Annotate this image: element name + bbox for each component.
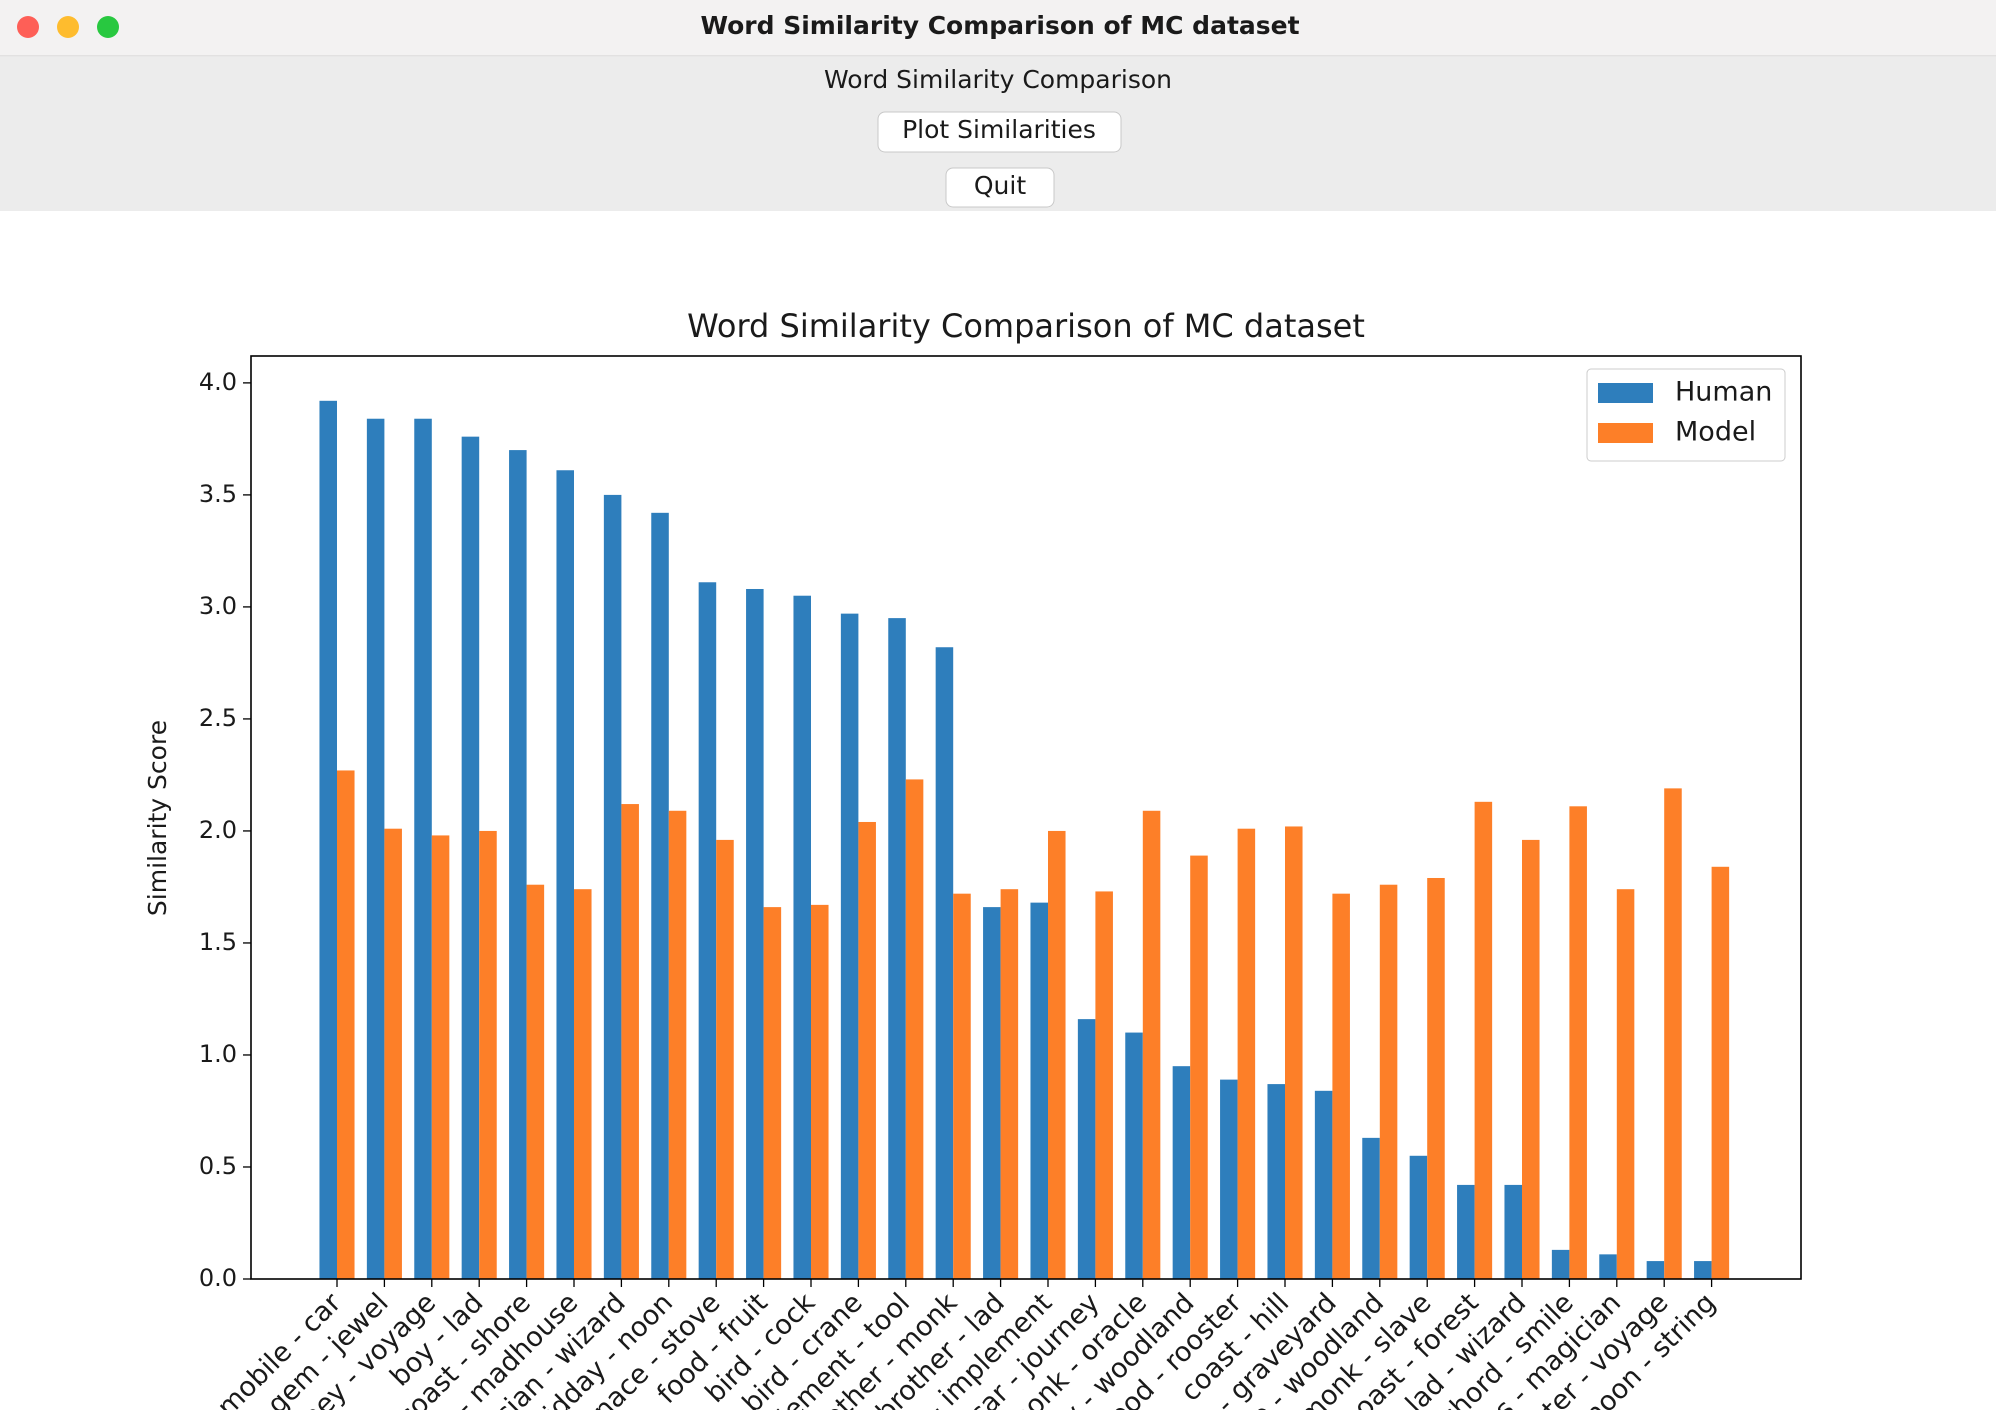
y-tick-label: 0.5 <box>199 1152 237 1180</box>
bar <box>811 904 829 1279</box>
y-axis-label: Similarity Score <box>143 720 172 916</box>
bar <box>337 770 355 1279</box>
bar <box>509 450 527 1279</box>
bar <box>698 582 717 1279</box>
bar <box>888 618 906 1279</box>
bar <box>1711 866 1730 1279</box>
bar <box>840 613 859 1279</box>
bar <box>1551 1249 1570 1279</box>
bar <box>1379 884 1398 1279</box>
legend-swatch <box>1598 423 1653 443</box>
bar <box>1616 889 1635 1279</box>
chart: Word Similarity Comparison of MC dataset… <box>143 307 1802 1410</box>
bar <box>1048 830 1066 1279</box>
bar <box>556 470 574 1279</box>
bar <box>431 835 450 1279</box>
bar <box>526 884 545 1279</box>
y-tick-label: 2.5 <box>199 704 237 732</box>
bar <box>1569 806 1587 1279</box>
bar <box>1522 839 1540 1279</box>
quit-button-label[interactable]: Quit <box>974 171 1026 200</box>
plot-button-label[interactable]: Plot Similarities <box>902 115 1096 144</box>
window-title: Word Similarity Comparison of MC dataset <box>700 11 1299 40</box>
bar <box>1030 902 1048 1279</box>
bar <box>1142 810 1161 1279</box>
bar <box>461 436 480 1279</box>
bar <box>603 494 622 1279</box>
bar <box>1095 891 1113 1279</box>
bar <box>1220 1079 1238 1279</box>
quit-button[interactable] <box>945 167 1055 208</box>
y-tick-label: 0.0 <box>199 1264 237 1292</box>
close-button[interactable] <box>17 16 39 38</box>
bar <box>1314 1090 1333 1279</box>
bar <box>1285 826 1303 1279</box>
bar <box>1172 1066 1191 1279</box>
y-tick-label: 3.5 <box>199 480 237 508</box>
chart-title: Word Similarity Comparison of MC dataset <box>687 307 1365 345</box>
bar <box>1694 1261 1712 1279</box>
bar <box>746 588 764 1279</box>
bar <box>384 828 402 1279</box>
legend-label: Human <box>1675 377 1772 408</box>
bar <box>1646 1261 1665 1279</box>
y-tick-label: 3.0 <box>199 592 237 620</box>
bar <box>716 839 734 1279</box>
legend-label: Model <box>1675 417 1756 448</box>
legend-swatch <box>1598 383 1653 403</box>
bar <box>1267 1084 1285 1279</box>
bar <box>651 512 669 1279</box>
y-tick-label: 1.0 <box>199 1040 237 1068</box>
y-tick-label: 4.0 <box>199 368 237 396</box>
zoom-button[interactable] <box>97 16 119 38</box>
bar <box>668 810 687 1279</box>
bar <box>1190 855 1208 1279</box>
bar <box>1332 893 1350 1279</box>
y-tick-label: 1.5 <box>199 928 237 956</box>
bar <box>1427 877 1445 1279</box>
y-tick-label: 2.0 <box>199 816 237 844</box>
bar <box>574 889 592 1279</box>
bar <box>1125 1032 1143 1279</box>
bar <box>1474 801 1493 1279</box>
bar <box>1599 1254 1617 1279</box>
bar <box>414 418 432 1279</box>
bar <box>1504 1184 1522 1279</box>
bar <box>935 647 954 1279</box>
minimize-button[interactable] <box>57 16 79 38</box>
plot-frame <box>250 355 1802 1280</box>
bar <box>1362 1137 1380 1279</box>
bar <box>366 418 385 1279</box>
bar <box>319 400 337 1280</box>
plot-button[interactable] <box>877 111 1122 153</box>
bar <box>1457 1184 1475 1279</box>
bar <box>1237 828 1256 1279</box>
bar <box>793 595 811 1279</box>
bar <box>763 907 782 1279</box>
bar <box>1000 889 1019 1279</box>
bar <box>621 804 639 1279</box>
bar <box>1409 1155 1428 1279</box>
bar <box>479 830 497 1279</box>
title-bar <box>0 0 1996 56</box>
bar <box>983 907 1001 1279</box>
bar <box>905 779 924 1279</box>
bar <box>1664 788 1682 1279</box>
bar <box>953 893 971 1279</box>
bar <box>858 821 876 1279</box>
bar <box>1077 1019 1096 1279</box>
panel-heading: Word Similarity Comparison <box>824 65 1172 94</box>
